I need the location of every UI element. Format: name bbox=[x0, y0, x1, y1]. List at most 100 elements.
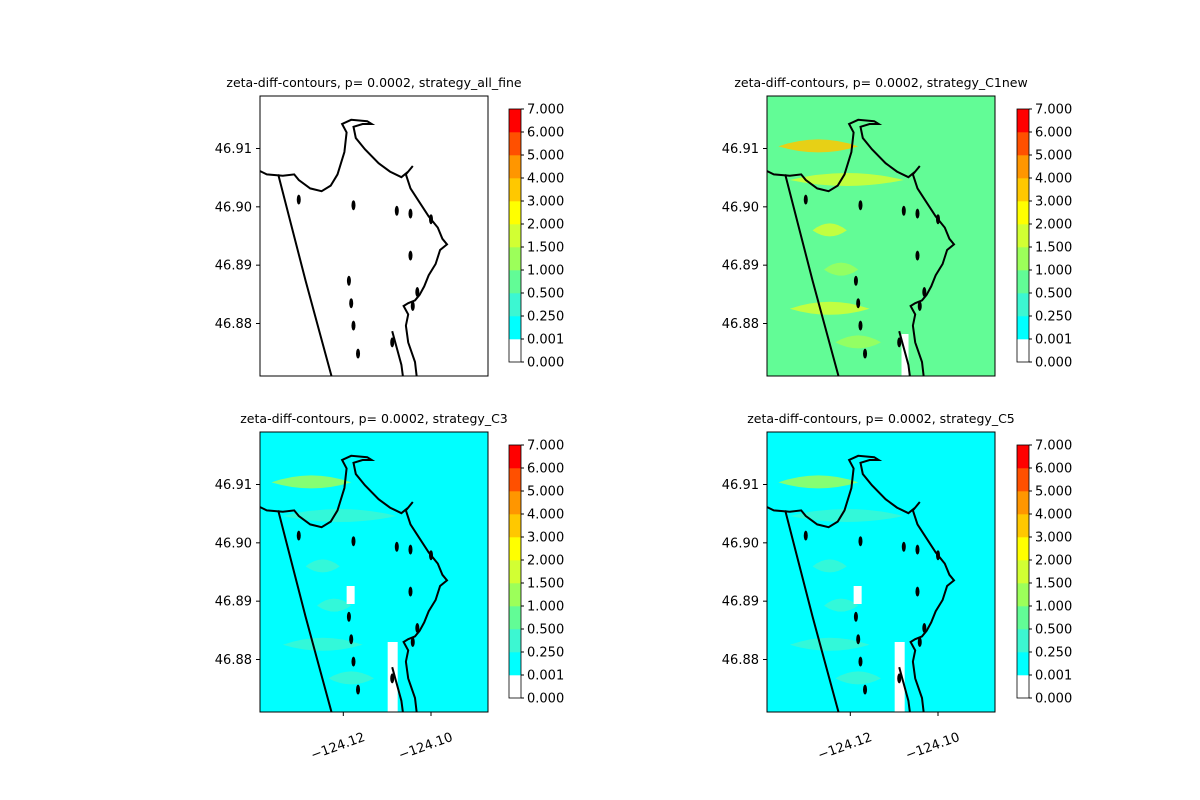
y-tick-label: 46.91 bbox=[722, 478, 759, 493]
coastline bbox=[391, 666, 404, 712]
y-tick-label: 46.88 bbox=[215, 653, 252, 668]
island-outline bbox=[863, 684, 868, 695]
colorbar-tick-label: 7.000 bbox=[527, 103, 564, 118]
field-background bbox=[260, 96, 488, 376]
masked-area bbox=[346, 586, 355, 604]
contour-band bbox=[789, 301, 870, 315]
colorbar-segment bbox=[509, 270, 521, 294]
colorbar-segment bbox=[1017, 560, 1029, 584]
x-tick-label: −124.10 bbox=[397, 730, 455, 763]
colorbar-tick-label: 0.001 bbox=[527, 333, 564, 348]
contour-band bbox=[271, 475, 352, 489]
y-tick-label: 46.90 bbox=[722, 536, 759, 551]
island-outline bbox=[803, 530, 808, 541]
island-outline bbox=[917, 301, 922, 311]
y-tick-label: 46.91 bbox=[215, 142, 252, 157]
contour-band bbox=[328, 671, 374, 685]
colorbar-tick-label: 0.000 bbox=[527, 356, 564, 371]
axes-frame bbox=[259, 431, 489, 713]
island-outline bbox=[917, 637, 922, 647]
contour-band bbox=[789, 637, 870, 651]
island-outline bbox=[922, 623, 927, 633]
contour-band bbox=[824, 262, 859, 276]
panel-title: zeta-diff-contours, p= 0.0002, strategy_… bbox=[747, 411, 1015, 426]
colorbar-tick-label: 5.000 bbox=[1035, 149, 1072, 164]
colorbar-tick-label: 3.000 bbox=[1035, 531, 1072, 546]
island-outline bbox=[351, 656, 356, 667]
panel-1: zeta-diff-contours, p= 0.0002, strategy_… bbox=[215, 75, 564, 377]
colorbar-tick-label: 0.001 bbox=[527, 669, 564, 684]
colorbar-segment bbox=[1017, 514, 1029, 538]
colorbar-tick-label: 2.000 bbox=[1035, 218, 1072, 233]
island-outline bbox=[915, 250, 920, 261]
island-outline bbox=[853, 275, 858, 286]
colorbar-segment bbox=[509, 155, 521, 179]
island-outline bbox=[897, 337, 902, 348]
island-outline bbox=[390, 673, 395, 684]
colorbar-segment bbox=[509, 201, 521, 225]
colorbar-segment bbox=[1017, 606, 1029, 630]
colorbar-segment bbox=[1017, 178, 1029, 202]
panel-2: zeta-diff-contours, p= 0.0002, strategy_… bbox=[722, 75, 1072, 377]
island-outline bbox=[915, 544, 920, 555]
y-tick-label: 46.90 bbox=[722, 200, 759, 215]
island-outline bbox=[415, 623, 420, 633]
island-outline bbox=[296, 194, 301, 205]
colorbar-tick-label: 1.000 bbox=[527, 264, 564, 279]
colorbar-tick-label: 0.500 bbox=[527, 287, 564, 302]
island-outline bbox=[429, 214, 433, 225]
colorbar-tick-label: 6.000 bbox=[527, 462, 564, 477]
x-tick-label: −124.12 bbox=[816, 730, 874, 763]
panel-title: zeta-diff-contours, p= 0.0002, strategy_… bbox=[240, 411, 508, 426]
colorbar-tick-label: 0.250 bbox=[527, 310, 564, 325]
contour-band bbox=[789, 173, 904, 186]
masked-area bbox=[853, 586, 862, 604]
colorbar-segment bbox=[1017, 468, 1029, 492]
colorbar-tick-label: 6.000 bbox=[527, 126, 564, 141]
island-outline bbox=[349, 634, 354, 645]
colorbar-tick-label: 0.500 bbox=[1035, 287, 1072, 302]
colorbar-segment bbox=[509, 468, 521, 492]
coastline bbox=[260, 118, 449, 376]
island-outline bbox=[346, 275, 351, 286]
contour-band bbox=[778, 475, 859, 489]
island-outline bbox=[936, 214, 940, 225]
island-outline bbox=[915, 586, 920, 597]
island-outline bbox=[415, 287, 420, 297]
colorbar-tick-label: 7.000 bbox=[1035, 103, 1072, 118]
colorbar-tick-label: 7.000 bbox=[1035, 439, 1072, 454]
contour-band bbox=[835, 335, 881, 349]
y-tick-label: 46.91 bbox=[215, 478, 252, 493]
colorbar-tick-label: 6.000 bbox=[1035, 462, 1072, 477]
colorbar-segment bbox=[509, 224, 521, 248]
island-outline bbox=[856, 634, 861, 645]
colorbar-segment bbox=[1017, 201, 1029, 225]
panel-3: zeta-diff-contours, p= 0.0002, strategy_… bbox=[215, 411, 564, 763]
colorbar-tick-label: 1.000 bbox=[1035, 600, 1072, 615]
y-tick-label: 46.88 bbox=[215, 317, 252, 332]
colorbar-frame bbox=[508, 108, 522, 363]
colorbar-tick-label: 1.000 bbox=[527, 600, 564, 615]
colorbar-tick-label: 3.000 bbox=[527, 531, 564, 546]
coastline bbox=[277, 174, 333, 376]
coastline bbox=[391, 330, 404, 376]
contour-band bbox=[282, 637, 363, 651]
coastline bbox=[784, 510, 840, 712]
contour-band bbox=[812, 559, 847, 573]
island-outline bbox=[410, 301, 415, 311]
panel-4: zeta-diff-contours, p= 0.0002, strategy_… bbox=[722, 411, 1072, 763]
colorbar-segment bbox=[1017, 491, 1029, 515]
coastline bbox=[277, 510, 333, 712]
colorbar-tick-label: 0.500 bbox=[527, 623, 564, 638]
contour-band bbox=[824, 598, 859, 612]
colorbar-segment bbox=[1017, 583, 1029, 607]
island-outline bbox=[351, 320, 356, 331]
y-tick-label: 46.88 bbox=[722, 317, 759, 332]
island-outline bbox=[901, 205, 906, 216]
colorbar-segment bbox=[509, 652, 521, 676]
island-outline bbox=[356, 684, 361, 695]
y-tick-label: 46.89 bbox=[215, 595, 252, 610]
colorbar-segment bbox=[509, 606, 521, 630]
axes-frame bbox=[766, 431, 996, 713]
contour-band bbox=[282, 509, 397, 522]
